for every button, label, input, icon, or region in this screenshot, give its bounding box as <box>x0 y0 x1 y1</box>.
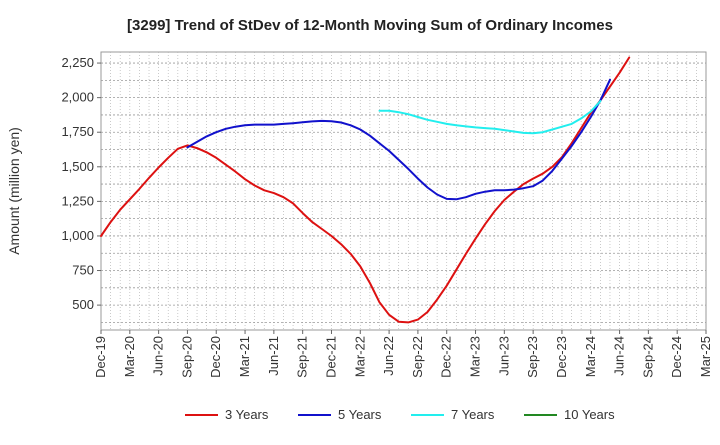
x-tick-label: Jun-21 <box>266 336 281 376</box>
x-tick-label: Jun-20 <box>151 336 166 376</box>
x-tick-label: Jun-23 <box>496 336 511 376</box>
y-tick-label: 750 <box>72 263 94 278</box>
x-tick-label: Jun-22 <box>381 336 396 376</box>
x-tick-label: Dec-24 <box>669 336 684 378</box>
legend-label: 5 Years <box>338 407 382 422</box>
y-tick-label: 1,000 <box>61 228 94 243</box>
x-tick-label: Mar-23 <box>468 336 483 377</box>
y-tick-label: 2,250 <box>61 55 94 70</box>
x-tick-label: Sep-24 <box>640 336 655 378</box>
series-layer <box>100 56 631 324</box>
x-tick-label: Dec-22 <box>439 336 454 378</box>
x-tick-label: Mar-21 <box>237 336 252 377</box>
legend: 3 Years 5 Years 7 Years 10 Years <box>185 407 615 422</box>
legend-label: 3 Years <box>225 407 269 422</box>
y-tick-label: 2,000 <box>61 90 94 105</box>
grid-layer <box>100 51 707 331</box>
x-tick-label: Sep-22 <box>410 336 425 378</box>
x-tick-label: Sep-20 <box>179 336 194 378</box>
x-tick-label: Dec-20 <box>208 336 223 378</box>
x-tick-label: Mar-20 <box>122 336 137 377</box>
y-tick-label: 1,750 <box>61 124 94 139</box>
axis-layer: 500 750 1,000 1,250 1,500 1,750 2,000 2,250 Dec-… <box>61 55 713 378</box>
x-tick-label: Dec-21 <box>323 336 338 378</box>
series-line-5-years <box>186 78 611 201</box>
y-tick-label: 1,500 <box>61 159 94 174</box>
legend-label: 10 Years <box>564 407 615 422</box>
y-tick-label: 1,250 <box>61 193 94 208</box>
x-tick-label: Sep-21 <box>295 336 310 378</box>
x-tick-label: Mar-25 <box>698 336 713 377</box>
series-line-7-years <box>378 100 602 135</box>
chart-title: [3299] Trend of StDev of 12-Month Moving… <box>127 17 613 34</box>
y-tick-label: 500 <box>72 297 94 312</box>
x-tick-label: Dec-19 <box>93 336 108 378</box>
x-tick-label: Dec-23 <box>554 336 569 378</box>
plot-area <box>100 51 707 331</box>
legend-label: 7 Years <box>451 407 495 422</box>
x-tick-label: Sep-23 <box>525 336 540 378</box>
x-tick-label: Jun-24 <box>612 336 627 376</box>
y-axis-label: Amount (million yen) <box>6 127 22 255</box>
x-tick-label: Mar-22 <box>352 336 367 377</box>
x-tick-label: Mar-24 <box>583 336 598 377</box>
